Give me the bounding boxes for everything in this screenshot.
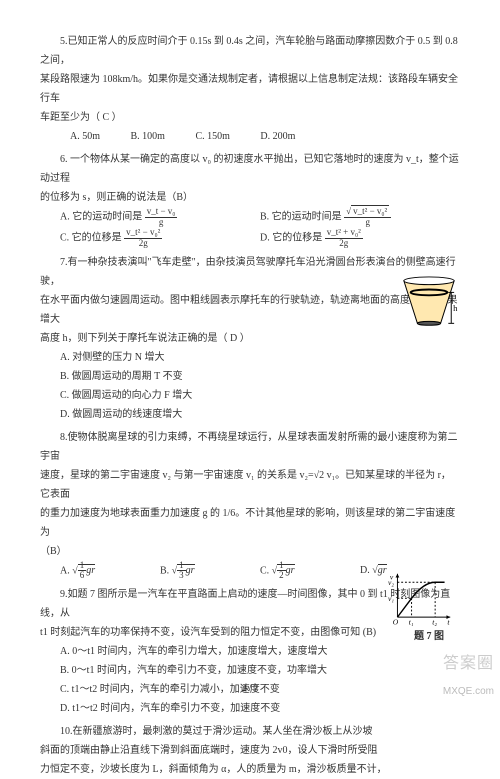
q5-B: B. 100m <box>131 127 165 146</box>
q5-D: D. 200m <box>260 127 295 146</box>
q10-line2: 斜面的顶端由静止沿直线下滑到斜面底端时，速度为 2v0，设人下滑时所受阻 <box>40 741 460 760</box>
cup-h-label: h <box>453 303 458 313</box>
q8-line3: 的重力加速度为地球表面重力加速度 g 的 1/6。不计其他星球的影响，则该星球的… <box>40 504 460 542</box>
q8-B: B. √13gr <box>160 561 260 582</box>
q10-line3: 力恒定不变，沙坡长度为 L，斜面倾角为 α，人的质量为 m，滑沙板质量不计， <box>40 760 460 779</box>
q5-line1: 5.已知正常人的反应时间介于 0.15s 到 0.4s 之间，汽车轮胎与路面动摩… <box>40 32 460 70</box>
q8-line2: 速度，星球的第二宇宙速度 v₂ 与第一宇宙速度 v₁ 的关系是 v₂=√2 v₁… <box>40 466 460 504</box>
svg-text:O: O <box>393 618 399 627</box>
q6-A-pre: A. 它的运动时间是 <box>60 212 145 223</box>
q9-B: B. 0～t1 时间内，汽车的牵引力不变，加速度不变，功率增大 <box>40 661 460 680</box>
q6-A: A. 它的运动时间是 v_t − v₀g <box>60 207 260 228</box>
svg-text:v₁: v₁ <box>388 594 394 603</box>
q7-C: C. 做圆周运动的向心力 F 增大 <box>40 386 460 405</box>
q10-line1: 10.在新疆旅游时，最刺激的莫过于滑沙运动。某人坐在滑沙板上从沙坡 <box>40 722 460 741</box>
q6-row1: A. 它的运动时间是 v_t − v₀g B. 它的运动时间是 √v_t² − … <box>40 207 460 228</box>
q5-A: A. 50m <box>70 127 100 146</box>
q8-ans: （B） <box>40 542 460 561</box>
q6-B-pre: B. 它的运动时间是 <box>260 212 344 223</box>
q6-line1: 6. 一个物体从某一确定的高度以 v₀ 的初速度水平抛出，已知它落地时的速度为 … <box>40 150 460 188</box>
q7-line1: 7.有一种杂技表演叫"飞车走壁"，由杂技演员驾驶摩托车沿光滑圆台形表演台的侧壁高… <box>40 253 460 291</box>
page-number: 2 / 7 <box>0 680 500 697</box>
q5-choices: A. 50m B. 100m C. 150m D. 200m <box>40 127 460 146</box>
svg-text:t₂: t₂ <box>432 618 437 627</box>
q6-B: B. 它的运动时间是 √v_t² − v₀²g <box>260 207 460 228</box>
q5-line3: 车距至少为（ C ） <box>40 108 460 127</box>
velocity-time-chart: v₂ v₁ v O t₁ t₂ t <box>388 570 454 627</box>
q6-D-den: 2g <box>325 239 363 249</box>
q7-B: B. 做圆周运动的周期 T 不变 <box>40 367 460 386</box>
fig7-label: 题 7 图 <box>414 627 444 646</box>
q6-line2: 的位移为 s，则正确的说法是（B） <box>40 188 460 207</box>
q5-line2: 某段路限速为 108km/h。如果你是交通法规制定者，请根据以上信息制定法规：该… <box>40 70 460 108</box>
q6-D-pre: D. 它的位移是 <box>260 232 325 243</box>
q7-line3: 高度 h，则下列关于摩托车说法正确的是（ D ） <box>40 329 460 348</box>
svg-text:t₁: t₁ <box>409 618 414 627</box>
q8-A: A. √16gr <box>60 561 160 582</box>
q8-C: C. √12gr <box>260 561 360 582</box>
q8-line1: 8.使物体脱离星球的引力束缚，不再绕星球运行，从星球表面发射所需的最小速度称为第… <box>40 428 460 466</box>
q7-D: D. 做圆周运动的线速度增大 <box>40 405 460 424</box>
q6-C-den: 2g <box>124 239 162 249</box>
q6-C-pre: C. 它的位移是 <box>60 232 124 243</box>
q6-D: D. 它的位移是 v_t² + v₀²2g <box>260 228 460 249</box>
q6-C: C. 它的位移是 v_t² − v₀²2g <box>60 228 260 249</box>
q6-row2: C. 它的位移是 v_t² − v₀²2g D. 它的位移是 v_t² + v₀… <box>40 228 460 249</box>
cup-figure: h <box>400 275 458 333</box>
svg-text:t: t <box>447 618 450 627</box>
q7-line2: 在水平面内做匀速圆周运动。图中粗线圆表示摩托车的行驶轨迹，轨迹离地面的高度为 h… <box>40 291 460 329</box>
q9-D: D. t1～t2 时间内，汽车的牵引力不变，加速度不变 <box>40 699 460 718</box>
q9-A: A. 0～t1 时间内，汽车的牵引力增大，加速度增大，速度增大 <box>40 642 460 661</box>
watermark-logo: 答案圈 <box>443 649 494 679</box>
watermark-url: MXQE.com <box>443 682 494 701</box>
q7-A: A. 对侧壁的压力 N 增大 <box>40 348 460 367</box>
q5-C: C. 150m <box>195 127 229 146</box>
